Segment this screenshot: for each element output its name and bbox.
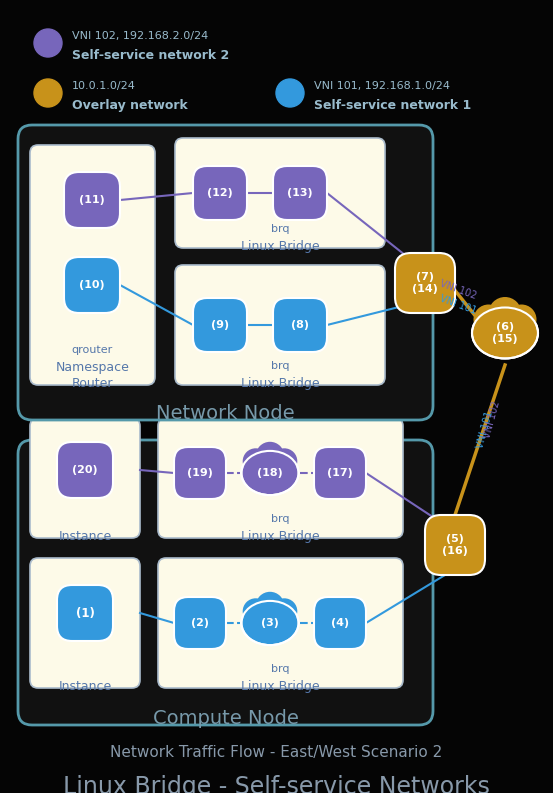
- Text: Network Node: Network Node: [156, 404, 295, 423]
- Circle shape: [276, 79, 304, 107]
- Text: VNI 102: VNI 102: [439, 278, 478, 301]
- Text: Router: Router: [72, 377, 113, 390]
- FancyBboxPatch shape: [175, 265, 385, 385]
- FancyBboxPatch shape: [30, 558, 140, 688]
- Text: Compute Node: Compute Node: [153, 709, 299, 728]
- Text: brq: brq: [272, 514, 290, 524]
- Text: VNI 101: VNI 101: [475, 410, 495, 450]
- Ellipse shape: [472, 308, 538, 358]
- Text: Linux Bridge: Linux Bridge: [241, 377, 319, 390]
- Text: Self-service network 1: Self-service network 1: [314, 99, 471, 112]
- FancyBboxPatch shape: [314, 597, 366, 649]
- FancyBboxPatch shape: [30, 145, 155, 385]
- Text: (8): (8): [291, 320, 309, 330]
- Circle shape: [243, 448, 269, 474]
- Circle shape: [272, 598, 298, 624]
- FancyBboxPatch shape: [57, 585, 113, 641]
- FancyBboxPatch shape: [314, 447, 366, 499]
- Text: brq: brq: [271, 224, 289, 234]
- Ellipse shape: [242, 451, 299, 495]
- Text: (10): (10): [79, 280, 105, 290]
- Text: (20): (20): [72, 465, 98, 475]
- FancyBboxPatch shape: [193, 298, 247, 352]
- Text: (17): (17): [327, 468, 353, 478]
- FancyBboxPatch shape: [64, 257, 120, 313]
- Text: VNI 102, 192.168.2.0/24: VNI 102, 192.168.2.0/24: [72, 31, 208, 41]
- Text: Namespace: Namespace: [55, 361, 129, 374]
- FancyBboxPatch shape: [18, 125, 433, 420]
- FancyBboxPatch shape: [18, 440, 433, 725]
- Text: VNI 101, 192.168.1.0/24: VNI 101, 192.168.1.0/24: [314, 81, 450, 91]
- Text: (6)
(15): (6) (15): [492, 322, 518, 344]
- FancyBboxPatch shape: [158, 558, 403, 688]
- Text: qrouter: qrouter: [72, 345, 113, 355]
- Text: Self-service network 2: Self-service network 2: [72, 49, 229, 62]
- Text: Linux Bridge: Linux Bridge: [241, 530, 320, 543]
- Circle shape: [255, 592, 284, 620]
- Text: VNI 101: VNI 101: [439, 293, 478, 316]
- Text: (5)
(16): (5) (16): [442, 534, 468, 556]
- FancyBboxPatch shape: [273, 298, 327, 352]
- Circle shape: [488, 297, 521, 330]
- FancyBboxPatch shape: [273, 166, 327, 220]
- Circle shape: [34, 29, 62, 57]
- Text: (4): (4): [331, 618, 349, 628]
- Text: VNI 102: VNI 102: [482, 400, 502, 439]
- Text: (7)
(14): (7) (14): [412, 272, 438, 293]
- Text: Linux Bridge - Self-service Networks: Linux Bridge - Self-service Networks: [62, 775, 489, 793]
- Text: Overlay network: Overlay network: [72, 99, 188, 112]
- FancyBboxPatch shape: [174, 597, 226, 649]
- Circle shape: [272, 448, 298, 474]
- Text: Network Traffic Flow - East/West Scenario 2: Network Traffic Flow - East/West Scenari…: [110, 745, 442, 760]
- Text: (12): (12): [207, 188, 233, 198]
- Text: 10.0.1.0/24: 10.0.1.0/24: [72, 81, 136, 91]
- Text: (3): (3): [261, 618, 279, 628]
- FancyBboxPatch shape: [175, 138, 385, 248]
- FancyBboxPatch shape: [30, 418, 140, 538]
- Circle shape: [507, 305, 536, 335]
- FancyBboxPatch shape: [174, 447, 226, 499]
- Text: brq: brq: [272, 664, 290, 674]
- Circle shape: [255, 442, 284, 470]
- FancyBboxPatch shape: [425, 515, 485, 575]
- Text: (2): (2): [191, 618, 209, 628]
- Text: (18): (18): [257, 468, 283, 478]
- Circle shape: [473, 305, 503, 335]
- Text: Linux Bridge: Linux Bridge: [241, 680, 320, 693]
- Text: Instance: Instance: [59, 680, 112, 693]
- Text: brq: brq: [271, 361, 289, 371]
- Text: Instance: Instance: [59, 530, 112, 543]
- Text: Linux Bridge: Linux Bridge: [241, 240, 319, 253]
- Text: (11): (11): [79, 195, 105, 205]
- Circle shape: [243, 598, 269, 624]
- Text: (1): (1): [76, 607, 95, 619]
- Text: (19): (19): [187, 468, 213, 478]
- FancyBboxPatch shape: [395, 253, 455, 313]
- Text: (9): (9): [211, 320, 229, 330]
- Text: (13): (13): [287, 188, 313, 198]
- FancyBboxPatch shape: [57, 442, 113, 498]
- Ellipse shape: [242, 601, 299, 645]
- FancyBboxPatch shape: [158, 418, 403, 538]
- FancyBboxPatch shape: [193, 166, 247, 220]
- Circle shape: [34, 79, 62, 107]
- FancyBboxPatch shape: [64, 172, 120, 228]
